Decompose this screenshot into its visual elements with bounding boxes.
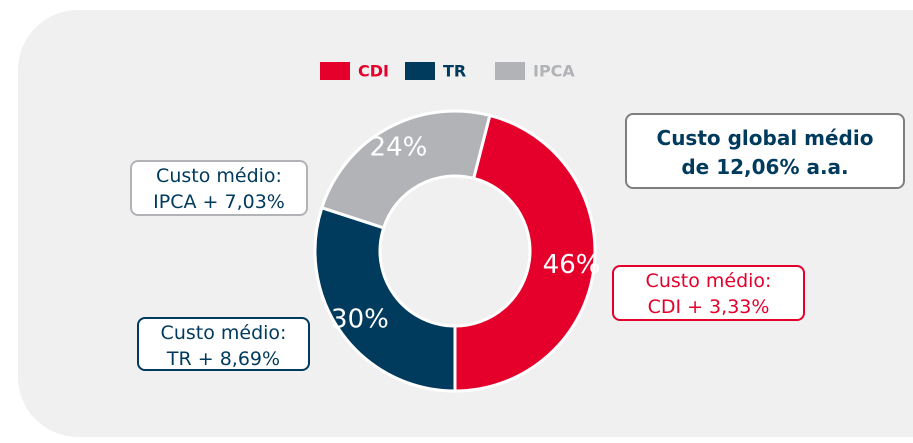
donut-slice xyxy=(313,205,457,393)
legend-label: CDI xyxy=(358,62,389,81)
annotation-box: Custo médio: IPCA + 7,03% xyxy=(130,160,308,216)
annotation-line: Custo global médio xyxy=(656,126,874,150)
legend-swatch xyxy=(495,62,525,80)
legend-swatch xyxy=(405,62,435,80)
annotation-line: Custo médio: xyxy=(156,165,282,187)
annotation-box: Custo global médio de 12,06% a.a. xyxy=(625,113,905,189)
annotation-box: Custo médio: CDI + 3,33% xyxy=(612,265,805,321)
annotation-box: Custo médio: TR + 8,69% xyxy=(137,317,310,371)
donut-slice xyxy=(453,113,597,393)
annotation-line: CDI + 3,33% xyxy=(647,296,770,318)
donut-slice xyxy=(319,109,492,230)
slice-label: 46% xyxy=(543,250,601,280)
legend-swatch xyxy=(320,62,350,80)
annotation-line: TR + 8,69% xyxy=(166,348,281,370)
annotation-line: Custo médio: xyxy=(160,322,287,344)
legend-label: IPCA xyxy=(533,62,575,81)
annotation-line: Custo médio: xyxy=(645,270,772,292)
legend-label: TR xyxy=(443,62,466,81)
slice-label: 30% xyxy=(331,305,389,335)
annotation-line: IPCA + 7,03% xyxy=(153,191,285,213)
slice-label: 24% xyxy=(369,133,427,163)
annotation-line: de 12,06% a.a. xyxy=(681,155,849,179)
